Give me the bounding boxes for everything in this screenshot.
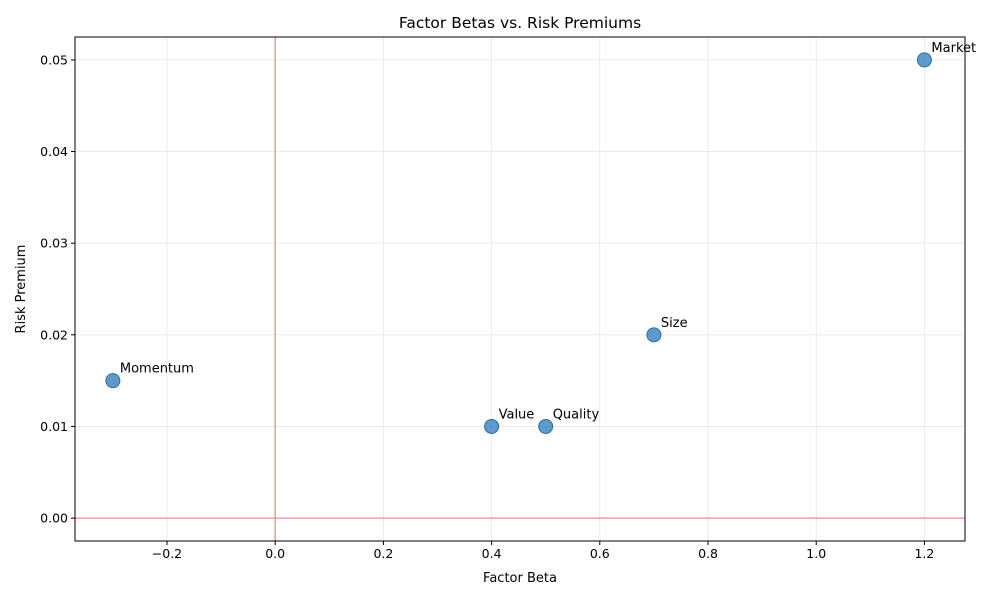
x-tick-label: 0.8 xyxy=(698,546,718,561)
x-tick-label: 0.6 xyxy=(590,546,610,561)
y-tick-label: 0.02 xyxy=(40,327,68,342)
reference-lines xyxy=(75,37,965,541)
point-label-momentum: Momentum xyxy=(120,362,194,377)
data-point-momentum xyxy=(105,373,121,389)
y-axis-label: Risk Premium xyxy=(14,245,29,334)
x-tick-label: 1.0 xyxy=(806,546,826,561)
point-label-market: Market xyxy=(931,41,976,56)
data-point-market xyxy=(916,52,932,68)
y-tick-label: 0.01 xyxy=(40,419,68,434)
point-label-size: Size xyxy=(661,316,688,331)
x-tick-label: 0.2 xyxy=(373,546,393,561)
x-tick-label: 0.0 xyxy=(265,546,285,561)
y-tick-label: 0.04 xyxy=(40,144,68,159)
data-points xyxy=(105,52,932,434)
x-axis-label: Factor Beta xyxy=(483,571,557,586)
grid-lines xyxy=(75,37,965,541)
x-tick-label: 1.2 xyxy=(914,546,934,561)
x-tick-label: −0.2 xyxy=(152,546,182,561)
y-tick-label: 0.05 xyxy=(40,52,68,67)
y-tick-label: 0.00 xyxy=(40,511,68,526)
axes: −0.2 0.0 0.2 0.4 0.6 0.8 1.0 1.2 0.00 0.01 0.02 0.0… xyxy=(40,36,966,561)
y-tick-label: 0.03 xyxy=(40,236,68,251)
data-point-value xyxy=(484,418,500,434)
point-label-value: Value xyxy=(499,407,535,422)
point-labels: Market Size Value Momentum Quality xyxy=(120,41,976,423)
data-point-quality xyxy=(538,418,554,434)
data-point-size xyxy=(646,327,662,343)
point-label-quality: Quality xyxy=(553,407,600,422)
chart-title: Factor Betas vs. Risk Premiums xyxy=(399,14,641,32)
plot-frame xyxy=(74,36,966,542)
x-tick-label: 0.4 xyxy=(482,546,502,561)
